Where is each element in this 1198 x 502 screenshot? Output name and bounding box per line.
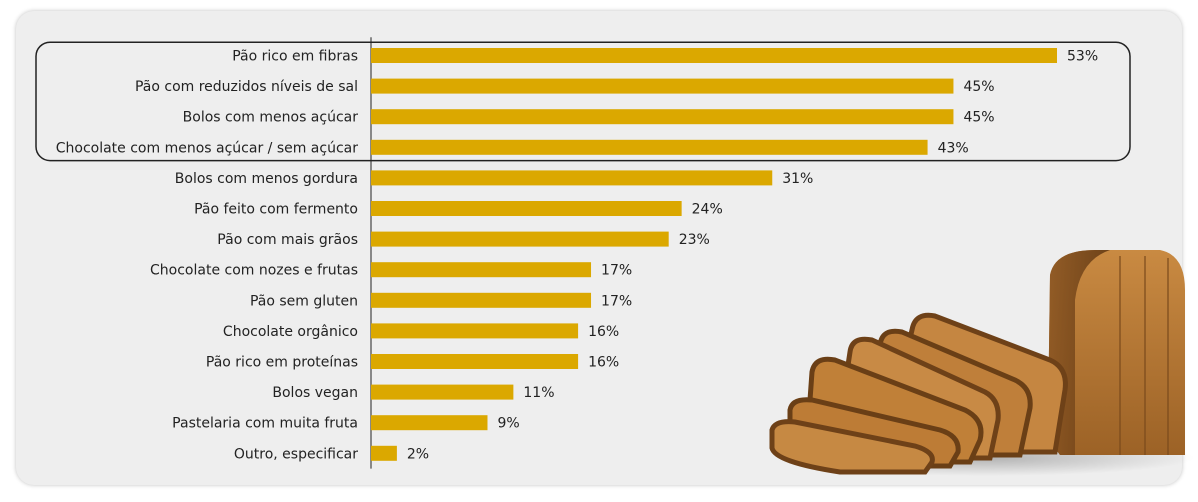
category-label-6: Pão feito com fermento: [194, 202, 358, 218]
value-label-4: 43%: [938, 140, 969, 156]
value-label-7: 23%: [679, 232, 710, 248]
bar-4: [371, 139, 928, 155]
bar-8: [371, 262, 592, 278]
bar-12: [371, 384, 514, 400]
category-label-11: Pão rico em proteínas: [206, 355, 358, 371]
bar-13: [371, 415, 488, 431]
category-label-2: Pão com reduzidos níveis de sal: [135, 79, 358, 95]
category-label-9: Pão sem gluten: [250, 293, 358, 309]
value-label-6: 24%: [692, 202, 723, 218]
category-label-14: Outro, especificar: [234, 446, 358, 462]
value-label-11: 16%: [588, 355, 619, 371]
category-label-12: Bolos vegan: [272, 385, 358, 401]
value-label-3: 45%: [963, 110, 994, 126]
value-label-12: 11%: [523, 385, 554, 401]
value-label-2: 45%: [963, 79, 994, 95]
category-label-10: Chocolate orgânico: [223, 324, 358, 340]
category-label-13: Pastelaria com muita fruta: [172, 416, 358, 432]
bar-3: [371, 109, 954, 125]
value-label-14: 2%: [407, 446, 429, 462]
bar-7: [371, 231, 669, 247]
category-labels-group: Pão rico em fibras Pão com reduzidos níve…: [56, 49, 359, 463]
value-label-8: 17%: [601, 263, 632, 279]
bar-1: [371, 48, 1057, 63]
value-label-9: 17%: [601, 293, 632, 309]
value-label-13: 9%: [497, 416, 519, 432]
bar-10: [371, 323, 579, 339]
bar-5: [371, 170, 773, 186]
value-label-1: 53%: [1067, 49, 1098, 65]
category-label-7: Pão com mais grãos: [217, 232, 358, 248]
category-label-1: Pão rico em fibras: [232, 49, 358, 65]
value-label-5: 31%: [782, 171, 813, 187]
bread-loaf-slices-icon: [769, 250, 1195, 476]
category-label-4: Chocolate com menos açúcar / sem açúcar: [56, 140, 359, 156]
value-labels-group: 53% 45% 45% 43% 31% 24% 23% 17% 17% 16% 16% 11%9% 2%: [407, 49, 1098, 463]
category-label-5: Bolos com menos gordura: [175, 171, 358, 187]
bar-9: [371, 292, 592, 308]
category-label-8: Chocolate com nozes e frutas: [150, 263, 358, 279]
bars-group: [371, 48, 1057, 461]
bar-2: [371, 78, 954, 94]
bar-11: [371, 354, 579, 369]
highlight-box: [35, 41, 1131, 162]
value-label-10: 16%: [588, 324, 619, 340]
bar-14: [371, 445, 397, 461]
category-label-3: Bolos com menos açúcar: [183, 110, 359, 126]
bar-6: [371, 201, 682, 216]
